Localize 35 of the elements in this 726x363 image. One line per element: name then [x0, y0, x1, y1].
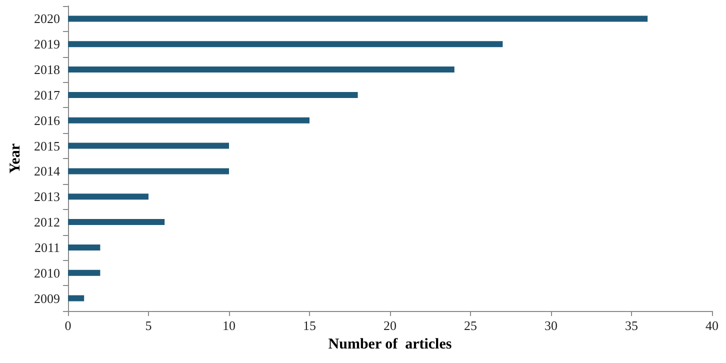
x-tick-label: 5: [145, 318, 152, 333]
y-tick-label: 2013: [34, 189, 60, 204]
y-tick-label: 2018: [34, 62, 60, 78]
y-tick-label: 2011: [34, 240, 60, 255]
x-axis-title: Number of articles: [328, 336, 452, 352]
y-tick-label: 2012: [34, 214, 60, 230]
y-tick-label: 2009: [34, 290, 60, 306]
bar: [68, 270, 100, 276]
bar: [68, 41, 503, 48]
y-tick-label: 2019: [34, 36, 60, 52]
x-tick-label: 10: [222, 318, 236, 333]
y-tick-label: 2010: [34, 265, 60, 280]
y-axis-title: Year: [8, 143, 24, 174]
x-tick-label: 40: [706, 318, 718, 333]
bar: [68, 194, 148, 200]
x-tick-label: 20: [384, 318, 396, 333]
y-tick-label: 2015: [34, 138, 60, 154]
x-tick-label: 30: [544, 318, 558, 333]
bar: [68, 92, 358, 98]
y-tick-label: 2017: [34, 87, 60, 102]
x-tick-label: 35: [625, 318, 638, 333]
x-tick-label: 15: [303, 318, 316, 333]
y-tick-label: 2016: [34, 112, 60, 128]
bar: [68, 66, 454, 73]
x-tick-label: 25: [464, 318, 477, 333]
y-tick-label: 2014: [34, 164, 60, 179]
bar: [68, 142, 229, 149]
bar: [68, 219, 165, 226]
y-tick-label: 2020: [34, 11, 60, 26]
bar: [68, 168, 229, 174]
bar: [68, 16, 648, 22]
bar: [68, 244, 100, 250]
x-tick-label: 0: [64, 318, 72, 333]
bar: [68, 295, 84, 302]
bar: [68, 117, 310, 124]
